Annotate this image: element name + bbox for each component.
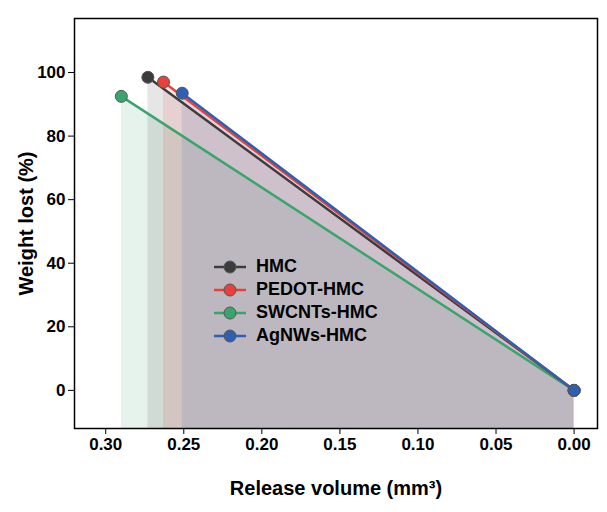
svg-text:0.05: 0.05	[479, 435, 512, 454]
svg-text:0.25: 0.25	[167, 435, 200, 454]
html-text:AgNWs-HMC: AgNWs-HMC	[256, 325, 367, 345]
svg-text:Weight lost (%): Weight lost (%)	[15, 151, 37, 295]
svg-text:0: 0	[56, 381, 65, 400]
svg-text:0.15: 0.15	[323, 435, 356, 454]
svg-text:100: 100	[37, 63, 65, 82]
svg-text:20: 20	[47, 317, 66, 336]
svg-text:0.30: 0.30	[89, 435, 122, 454]
svg-text:0.20: 0.20	[245, 435, 278, 454]
svg-text:Release volume (mm³): Release volume (mm³)	[230, 477, 442, 499]
svg-text:80: 80	[47, 127, 66, 146]
svg-text:0.10: 0.10	[401, 435, 434, 454]
svg-text:0.00: 0.00	[558, 435, 591, 454]
html-text:PEDOT-HMC: PEDOT-HMC	[256, 279, 364, 299]
svg-text:40: 40	[47, 254, 66, 273]
svg-text:60: 60	[47, 190, 66, 209]
html-text:SWCNTs-HMC: SWCNTs-HMC	[256, 302, 378, 322]
html-text:HMC: HMC	[256, 256, 297, 276]
